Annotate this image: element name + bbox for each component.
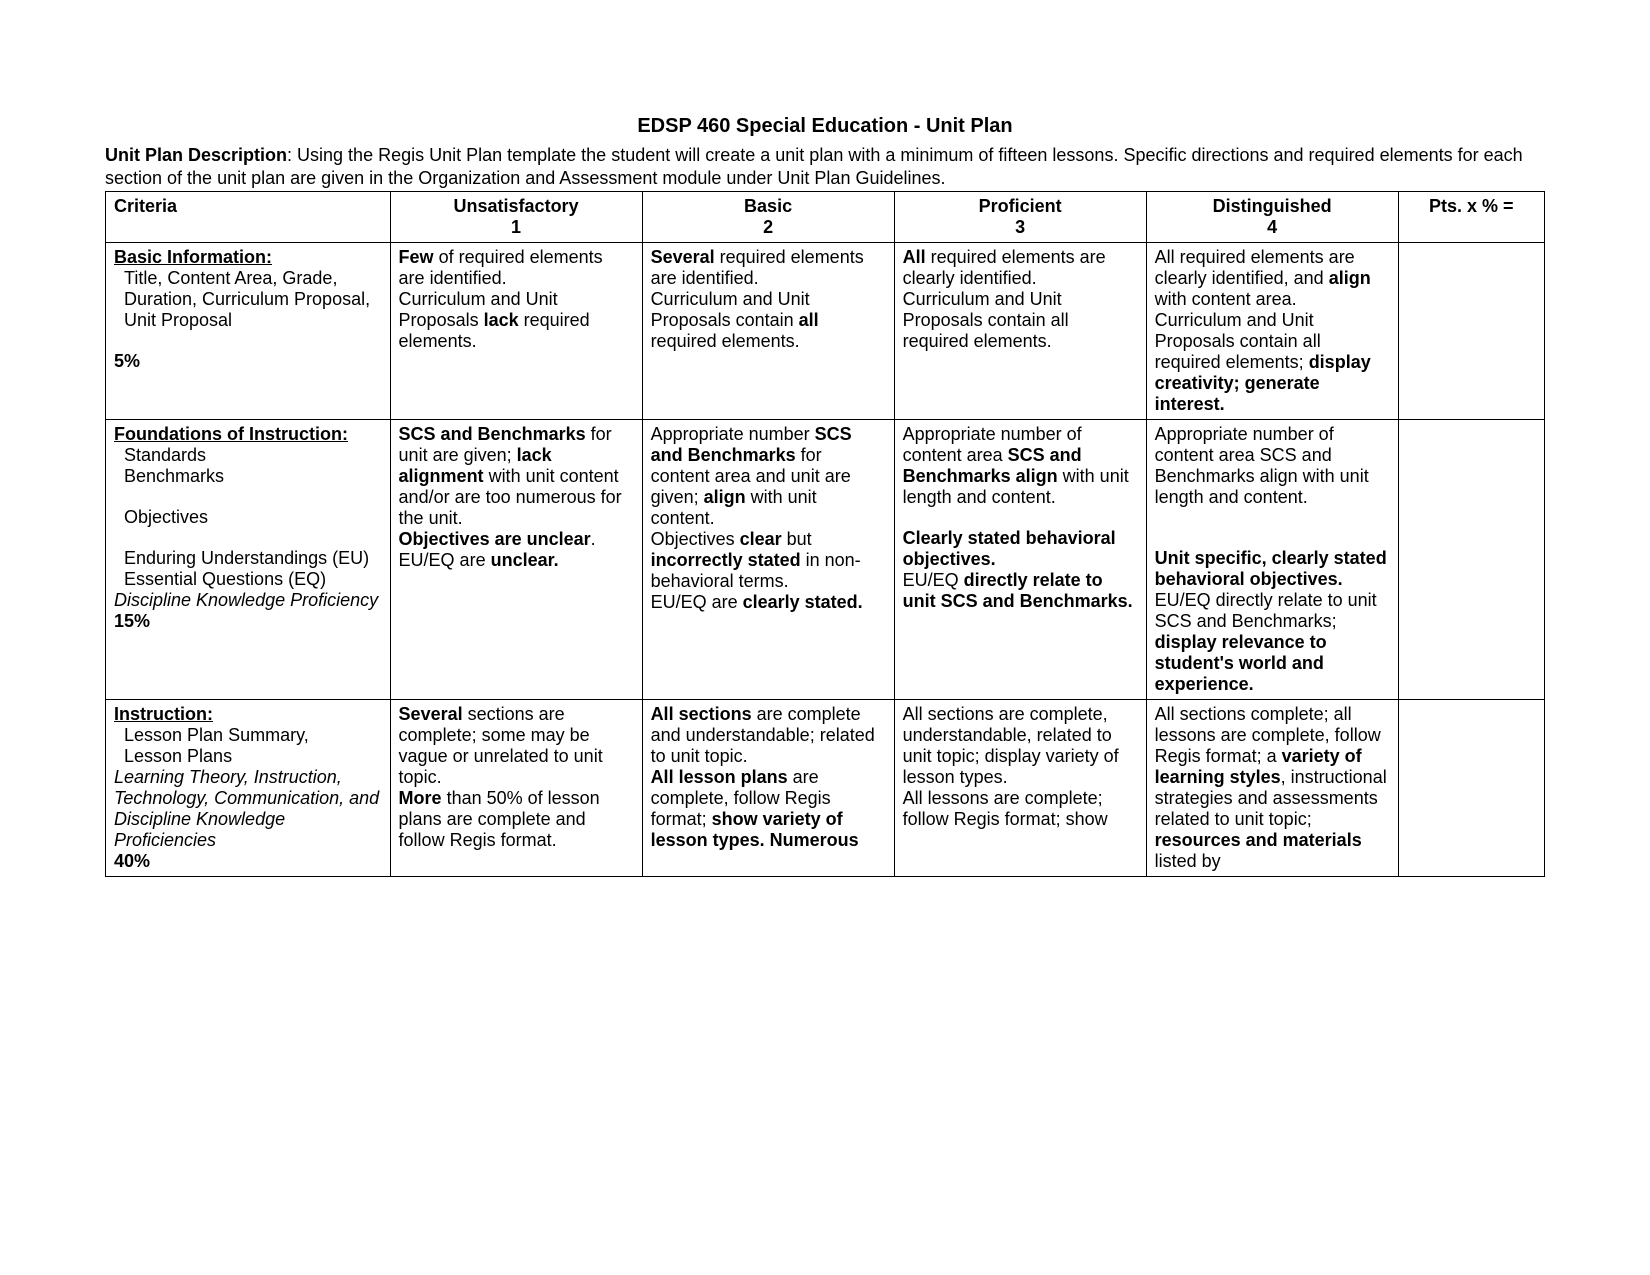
cell-r2-l4: Appropriate number of content area SCS a… bbox=[1146, 420, 1398, 700]
cell-r2-l3: Appropriate number of content area SCS a… bbox=[894, 420, 1146, 700]
cell-r1-l1: Few of required elements are identified.… bbox=[390, 243, 642, 420]
crit-pct: 40% bbox=[114, 851, 150, 871]
header-row: Criteria Unsatisfactory 1 Basic 2 Profic… bbox=[106, 192, 1545, 243]
crit-pct: 15% bbox=[114, 611, 150, 631]
hdr-basic: Basic 2 bbox=[642, 192, 894, 243]
crit-objectives: Objectives bbox=[114, 507, 382, 528]
hdr-l2-name: Basic bbox=[744, 196, 792, 216]
crit-standards: Standards bbox=[114, 445, 382, 466]
crit-pct: 5% bbox=[114, 351, 140, 371]
criteria-foundations: Foundations of Instruction: Standards Be… bbox=[106, 420, 391, 700]
row-instruction: Instruction: Lesson Plan Summary, Lesson… bbox=[106, 699, 1545, 876]
crit-eq: Essential Questions (EQ) bbox=[114, 569, 382, 590]
rubric-table: Criteria Unsatisfactory 1 Basic 2 Profic… bbox=[105, 191, 1545, 877]
cell-r3-l3: All sections are complete, understandabl… bbox=[894, 699, 1146, 876]
cell-r3-l1: Several sections are complete; some may … bbox=[390, 699, 642, 876]
crit-benchmarks: Benchmarks bbox=[114, 466, 382, 487]
crit-eu: Enduring Understandings (EU) bbox=[114, 548, 382, 569]
hdr-proficient: Proficient 3 bbox=[894, 192, 1146, 243]
hdr-l1-num: 1 bbox=[511, 217, 521, 237]
hdr-l2-num: 2 bbox=[763, 217, 773, 237]
hdr-l3-num: 3 bbox=[1015, 217, 1025, 237]
crit-head: Instruction: bbox=[114, 704, 213, 724]
hdr-unsatisfactory: Unsatisfactory 1 bbox=[390, 192, 642, 243]
hdr-criteria: Criteria bbox=[106, 192, 391, 243]
cell-r2-l2: Appropriate number SCS and Benchmarks fo… bbox=[642, 420, 894, 700]
desc-text: : Using the Regis Unit Plan template the… bbox=[105, 145, 1523, 188]
hdr-l4-num: 4 bbox=[1267, 217, 1277, 237]
crit-proficiency: Discipline Knowledge Proficiency bbox=[114, 590, 378, 610]
cell-r2-pts bbox=[1398, 420, 1544, 700]
crit-proficiencies: Learning Theory, Instruction, Technology… bbox=[114, 767, 379, 850]
crit-head: Foundations of Instruction: bbox=[114, 424, 348, 444]
document-page: EDSP 460 Special Education - Unit Plan U… bbox=[0, 0, 1650, 877]
hdr-l4-name: Distinguished bbox=[1213, 196, 1332, 216]
criteria-instruction: Instruction: Lesson Plan Summary, Lesson… bbox=[106, 699, 391, 876]
cell-r2-l1: SCS and Benchmarks for unit are given; l… bbox=[390, 420, 642, 700]
cell-r3-pts bbox=[1398, 699, 1544, 876]
cell-r1-l2: Several required elements are identified… bbox=[642, 243, 894, 420]
hdr-distinguished: Distinguished 4 bbox=[1146, 192, 1398, 243]
crit-lesson-plans: Lesson Plans bbox=[114, 746, 382, 767]
cell-r3-l4: All sections complete; all lessons are c… bbox=[1146, 699, 1398, 876]
cell-r3-l2: All sections are complete and understand… bbox=[642, 699, 894, 876]
criteria-basic-info: Basic Information: Title, Content Area, … bbox=[106, 243, 391, 420]
hdr-points: Pts. x % = bbox=[1398, 192, 1544, 243]
row-foundations: Foundations of Instruction: Standards Be… bbox=[106, 420, 1545, 700]
cell-r1-l4: All required elements are clearly identi… bbox=[1146, 243, 1398, 420]
crit-lp-summary: Lesson Plan Summary, bbox=[114, 725, 382, 746]
cell-r1-pts bbox=[1398, 243, 1544, 420]
hdr-l1-name: Unsatisfactory bbox=[454, 196, 579, 216]
cell-r1-l3: All required elements are clearly identi… bbox=[894, 243, 1146, 420]
hdr-l3-name: Proficient bbox=[979, 196, 1062, 216]
page-title: EDSP 460 Special Education - Unit Plan bbox=[105, 115, 1545, 138]
crit-head: Basic Information: bbox=[114, 247, 272, 267]
crit-body: Title, Content Area, Grade, Duration, Cu… bbox=[114, 268, 382, 331]
row-basic-information: Basic Information: Title, Content Area, … bbox=[106, 243, 1545, 420]
desc-label: Unit Plan Description bbox=[105, 145, 287, 165]
unit-description: Unit Plan Description: Using the Regis U… bbox=[105, 144, 1545, 189]
